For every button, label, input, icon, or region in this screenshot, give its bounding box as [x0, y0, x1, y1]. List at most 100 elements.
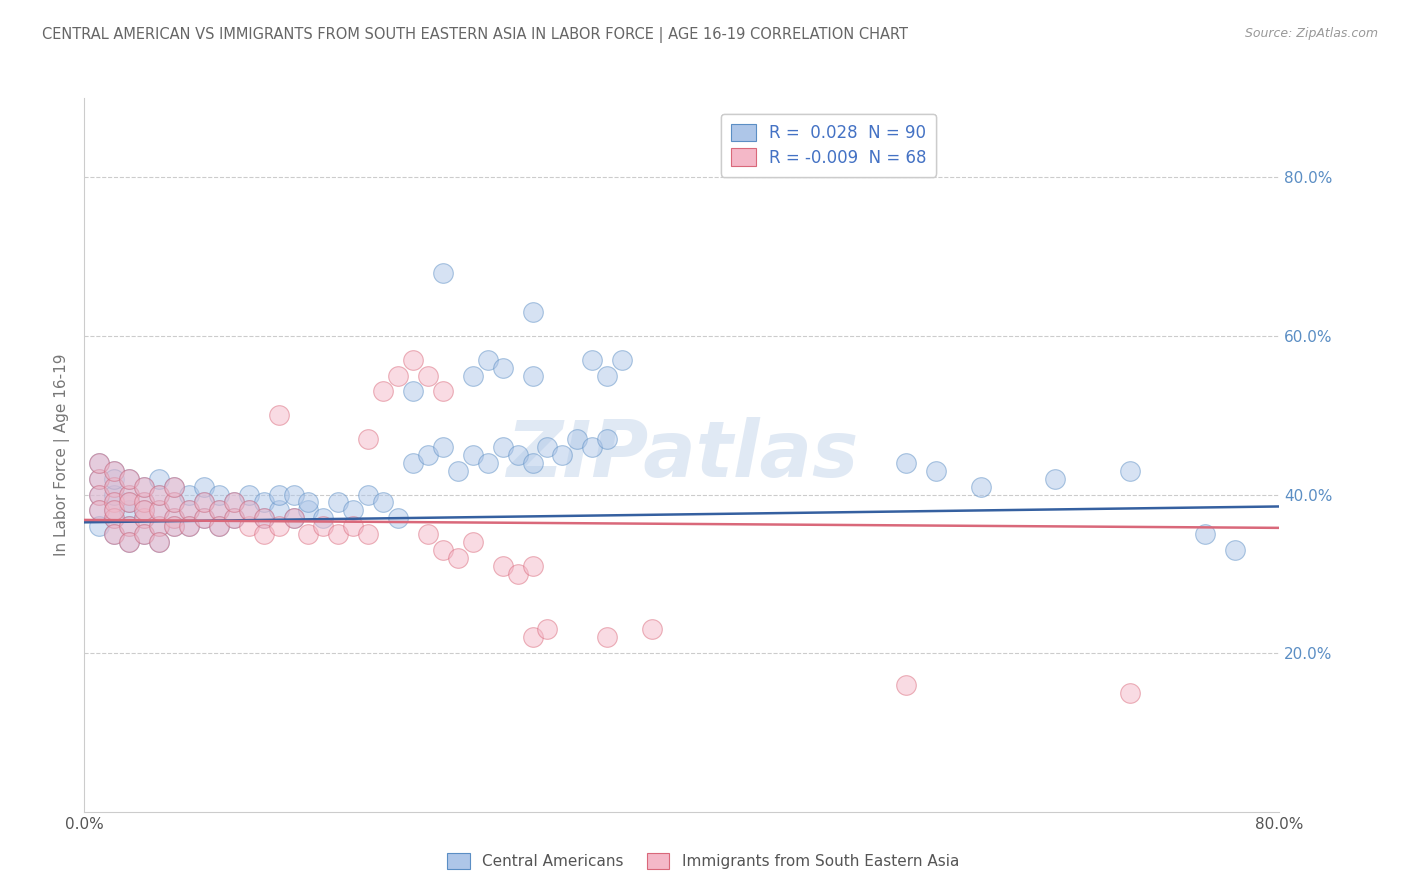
Point [342, 503, 364, 517]
Point [402, 384, 425, 399]
Point [222, 495, 245, 509]
Point [163, 519, 186, 533]
Point [267, 487, 290, 501]
Point [193, 480, 215, 494]
Point [89, 519, 111, 533]
Point [432, 266, 454, 280]
Point [357, 487, 380, 501]
Point [103, 511, 125, 525]
Point [894, 678, 917, 692]
Point [461, 535, 484, 549]
Point [357, 527, 380, 541]
Point [222, 495, 245, 509]
Point [163, 511, 186, 525]
Y-axis label: In Labor Force | Age 16-19: In Labor Force | Age 16-19 [55, 353, 70, 557]
Point [103, 527, 125, 541]
Point [267, 503, 290, 517]
Point [163, 495, 186, 509]
Point [970, 480, 993, 494]
Point [492, 440, 515, 454]
Point [132, 503, 156, 517]
Point [103, 464, 125, 478]
Point [371, 495, 394, 509]
Point [132, 511, 156, 525]
Point [492, 360, 515, 375]
Point [177, 503, 200, 517]
Point [118, 495, 141, 509]
Point [89, 456, 111, 470]
Text: CENTRAL AMERICAN VS IMMIGRANTS FROM SOUTH EASTERN ASIA IN LABOR FORCE | AGE 16-1: CENTRAL AMERICAN VS IMMIGRANTS FROM SOUT… [42, 27, 908, 43]
Point [132, 480, 156, 494]
Point [163, 495, 186, 509]
Point [894, 456, 917, 470]
Point [567, 432, 589, 446]
Point [536, 623, 558, 637]
Point [492, 558, 515, 573]
Point [132, 480, 156, 494]
Point [253, 511, 276, 525]
Text: Source: ZipAtlas.com: Source: ZipAtlas.com [1244, 27, 1378, 40]
Point [208, 487, 231, 501]
Point [148, 472, 170, 486]
Point [132, 527, 156, 541]
Point [132, 511, 156, 525]
Point [118, 472, 141, 486]
Point [387, 511, 409, 525]
Point [477, 456, 499, 470]
Point [193, 495, 215, 509]
Point [283, 487, 305, 501]
Point [89, 487, 111, 501]
Point [118, 535, 141, 549]
Point [506, 566, 529, 581]
Point [222, 511, 245, 525]
Point [402, 456, 425, 470]
Point [148, 519, 170, 533]
Point [522, 456, 544, 470]
Point [132, 503, 156, 517]
Point [581, 440, 603, 454]
Point [253, 495, 276, 509]
Point [267, 409, 290, 423]
Point [148, 535, 170, 549]
Point [596, 630, 619, 644]
Point [118, 487, 141, 501]
Point [596, 432, 619, 446]
Point [177, 503, 200, 517]
Point [432, 440, 454, 454]
Point [103, 503, 125, 517]
Point [103, 480, 125, 494]
Point [132, 495, 156, 509]
Point [148, 519, 170, 533]
Point [148, 487, 170, 501]
Point [132, 495, 156, 509]
Point [925, 464, 948, 478]
Point [1119, 686, 1142, 700]
Point [581, 352, 603, 367]
Point [163, 480, 186, 494]
Point [103, 472, 125, 486]
Point [118, 472, 141, 486]
Point [89, 503, 111, 517]
Point [89, 503, 111, 517]
Point [89, 472, 111, 486]
Point [163, 519, 186, 533]
Point [551, 448, 574, 462]
Point [267, 519, 290, 533]
Point [118, 495, 141, 509]
Point [461, 448, 484, 462]
Point [416, 448, 439, 462]
Point [610, 352, 633, 367]
Text: ZIPatlas: ZIPatlas [506, 417, 858, 493]
Point [103, 487, 125, 501]
Point [328, 527, 350, 541]
Point [432, 384, 454, 399]
Point [238, 503, 260, 517]
Point [506, 448, 529, 462]
Point [1119, 464, 1142, 478]
Point [177, 487, 200, 501]
Point [522, 368, 544, 383]
Point [148, 503, 170, 517]
Point [222, 511, 245, 525]
Point [432, 543, 454, 558]
Point [312, 511, 335, 525]
